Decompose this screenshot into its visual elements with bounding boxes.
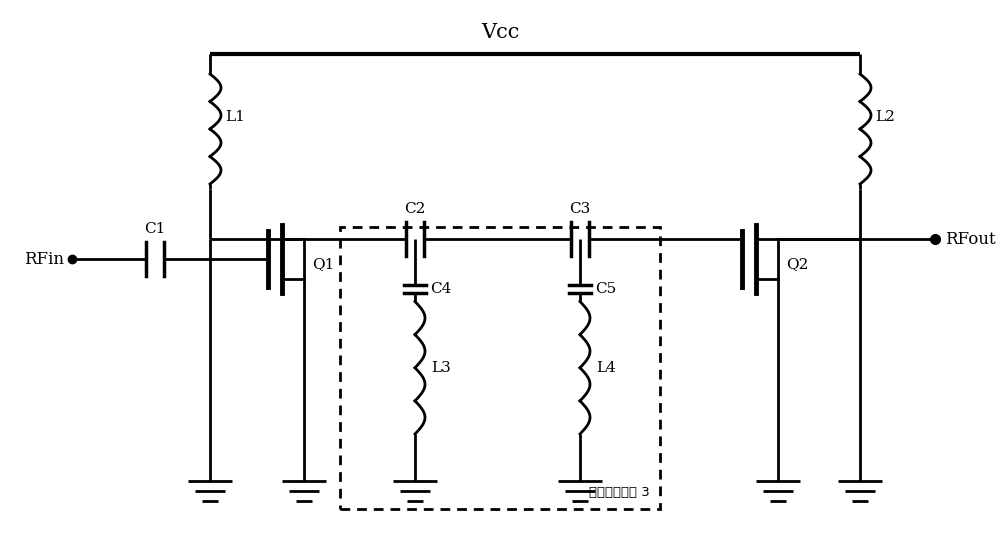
- Text: 级间匹配网路 3: 级间匹配网路 3: [589, 486, 650, 499]
- Text: C4: C4: [430, 282, 451, 296]
- Text: C2: C2: [404, 202, 426, 216]
- Text: RFout: RFout: [945, 231, 996, 247]
- Text: C1: C1: [144, 222, 166, 236]
- Text: Q1: Q1: [312, 257, 334, 271]
- Text: Q2: Q2: [786, 257, 808, 271]
- Text: L1: L1: [225, 109, 245, 123]
- Text: L3: L3: [431, 361, 451, 375]
- Text: C3: C3: [569, 202, 591, 216]
- Text: RFin: RFin: [24, 251, 64, 267]
- Text: L2: L2: [875, 109, 895, 123]
- Text: L4: L4: [596, 361, 616, 375]
- Text: C5: C5: [595, 282, 616, 296]
- Bar: [340, 227, 660, 509]
- Text: Vcc: Vcc: [481, 23, 519, 42]
